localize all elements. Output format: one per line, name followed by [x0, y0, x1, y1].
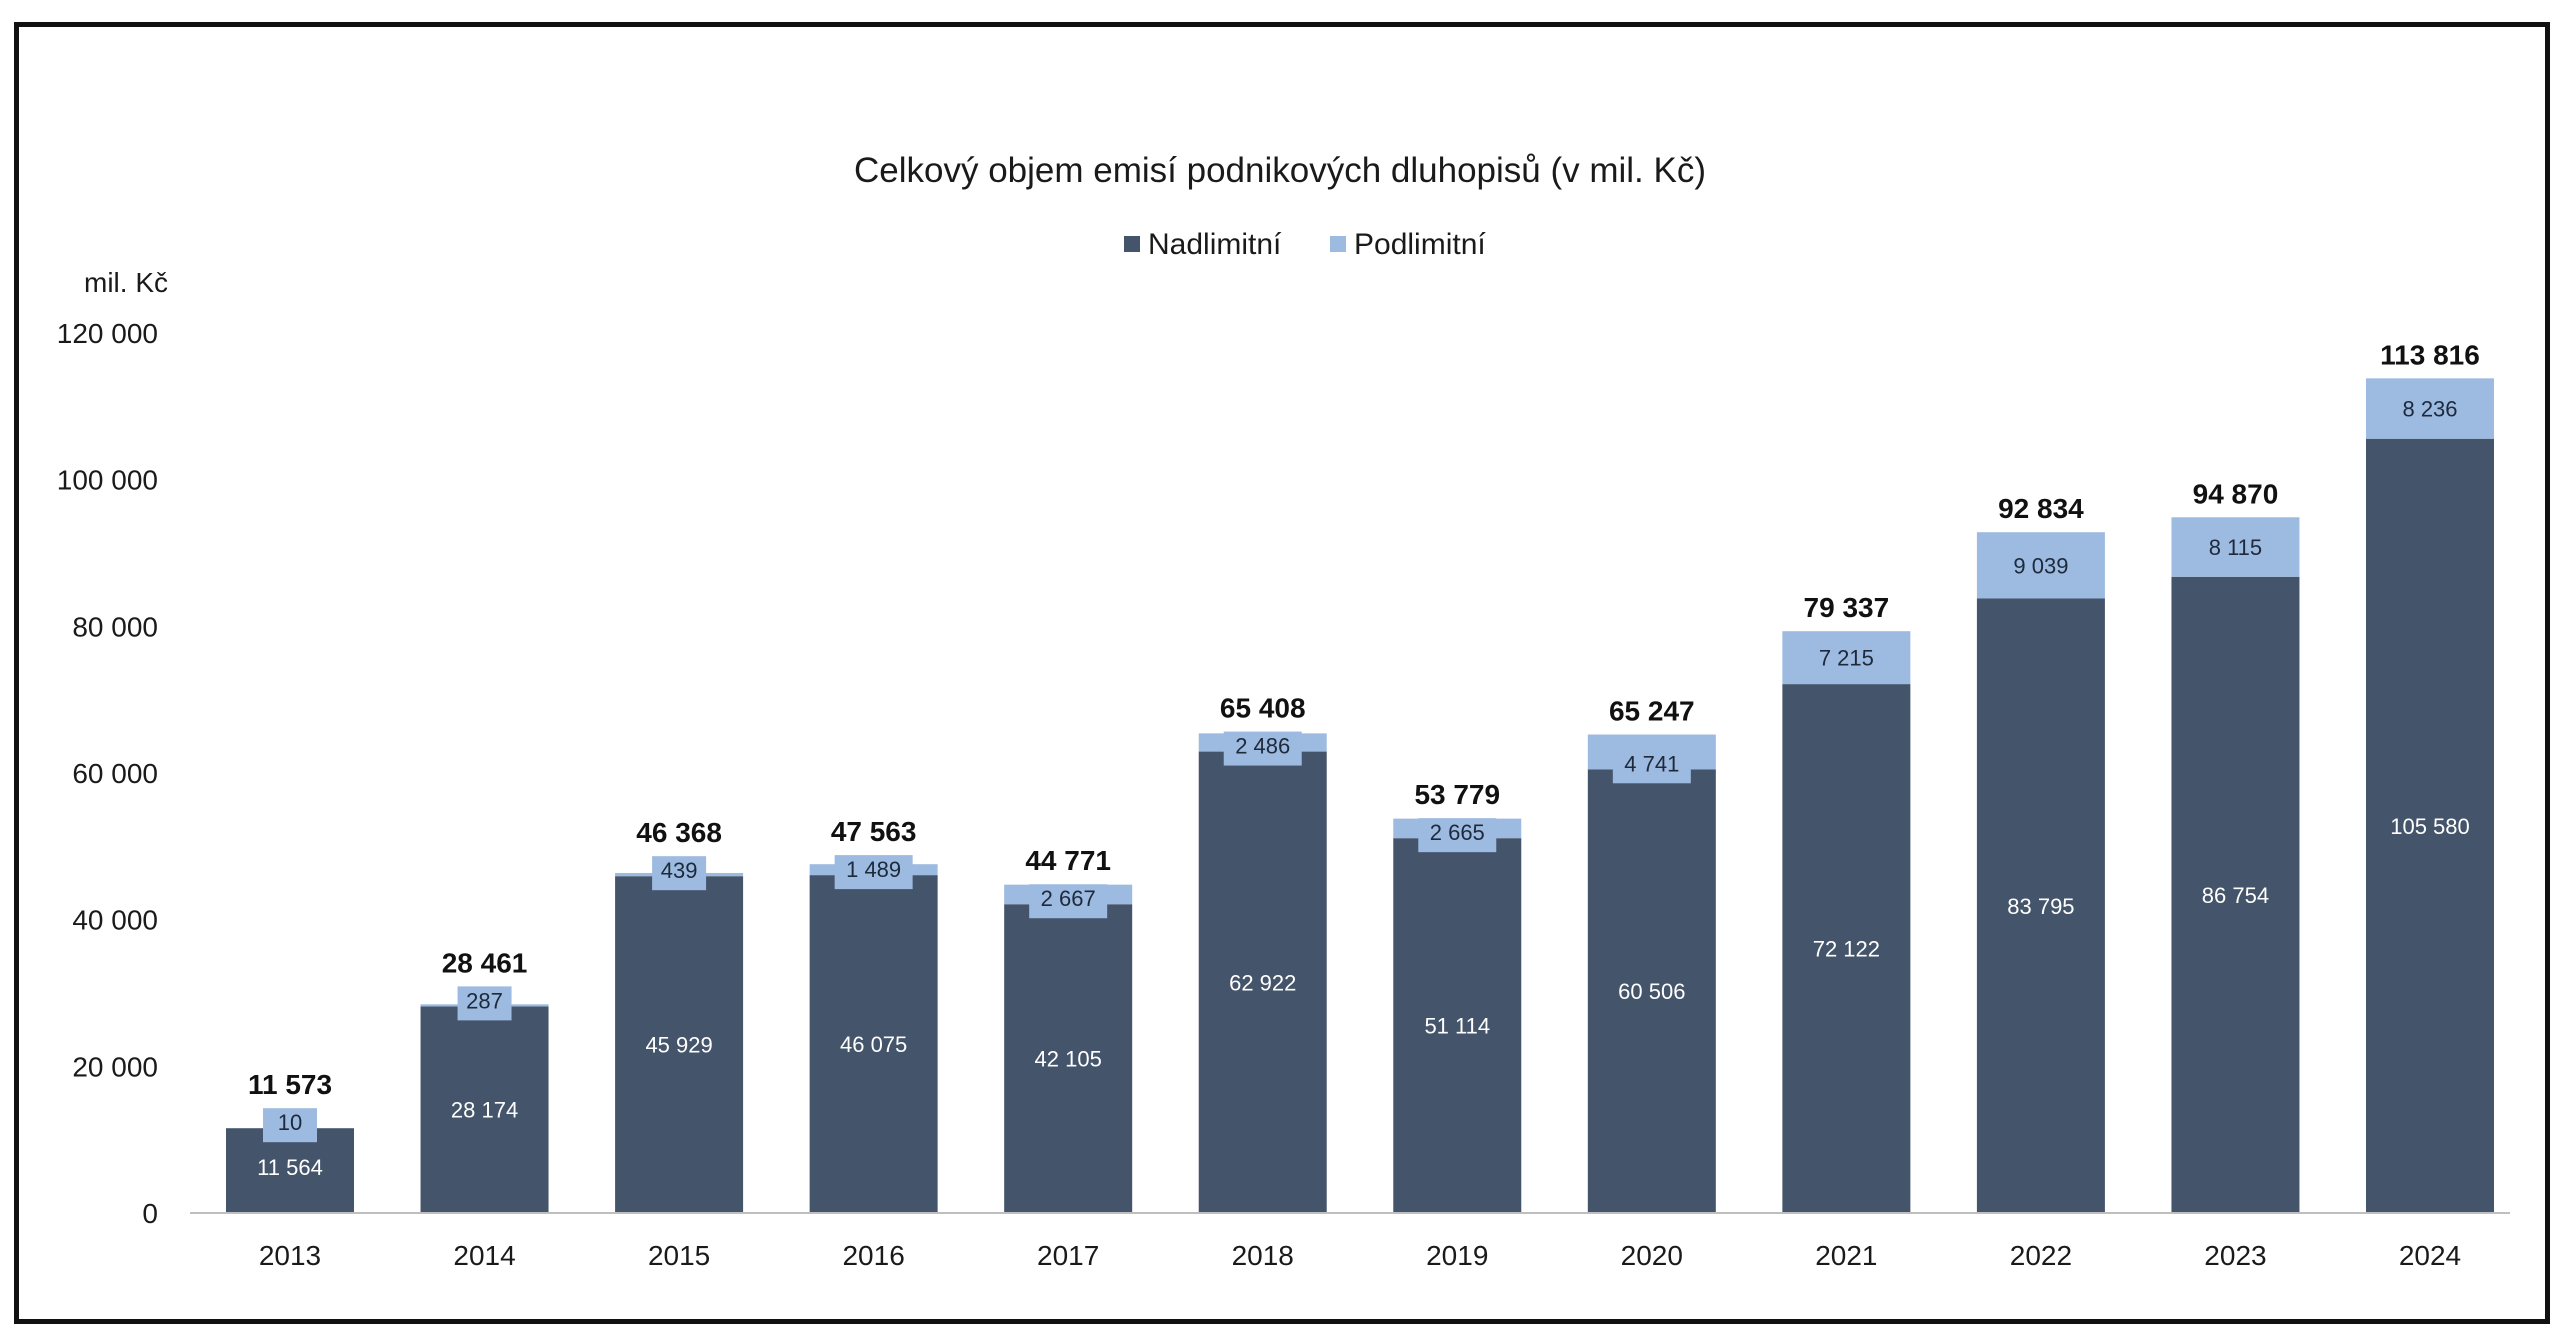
- data-label-nadlimitni: 28 174: [451, 1098, 518, 1123]
- data-label-nadlimitni: 45 929: [645, 1033, 712, 1058]
- bar-nadlimitni: [1198, 751, 1327, 1213]
- x-tick-label: 2023: [2204, 1240, 2266, 1271]
- x-tick-label: 2021: [1815, 1240, 1877, 1271]
- data-label-podlimitni: 2 486: [1235, 734, 1290, 759]
- data-label-podlimitni: 439: [661, 858, 698, 883]
- total-label: 53 779: [1414, 779, 1500, 810]
- total-label: 44 771: [1025, 845, 1111, 876]
- data-label-podlimitni: 10: [278, 1110, 302, 1135]
- data-label-box-podlimitni: [1612, 749, 1691, 784]
- legend-swatch-podlimitni: [1330, 236, 1346, 252]
- bar-nadlimitni: [226, 1128, 354, 1213]
- data-label-nadlimitni: 62 922: [1229, 970, 1296, 995]
- total-label: 92 834: [1998, 493, 2084, 524]
- total-label: 11 573: [248, 1069, 332, 1100]
- data-label-box-podlimitni: [834, 855, 913, 890]
- total-label: 65 247: [1609, 696, 1695, 727]
- x-tick-label: 2016: [842, 1240, 904, 1271]
- total-label: 79 337: [1804, 592, 1890, 623]
- legend-label-nadlimitni: Nadlimitní: [1148, 228, 1282, 261]
- y-tick-label: 0: [142, 1198, 158, 1229]
- y-tick-label: 60 000: [72, 758, 158, 789]
- legend-swatch-nadlimitni: [1124, 236, 1140, 252]
- data-label-podlimitni: 7 215: [1819, 646, 1874, 671]
- chart-title: Celkový objem emisí podnikových dluhopis…: [854, 151, 1706, 190]
- data-label-nadlimitni: 83 795: [2007, 894, 2074, 919]
- data-label-podlimitni: 2 667: [1041, 886, 1096, 911]
- x-tick-label: 2019: [1426, 1240, 1488, 1271]
- bar-nadlimitni: [615, 876, 744, 1213]
- legend: Nadlimitní Podlimitní: [1124, 228, 1486, 261]
- y-tick-label: 120 000: [57, 318, 158, 349]
- bar-nadlimitni: [1393, 838, 1522, 1213]
- data-label-box-podlimitni: [457, 986, 512, 1021]
- y-tick-label: 40 000: [72, 905, 158, 936]
- y-axis: 0 20 000 40 000 60 000 80 000 100 000 120 000: [57, 318, 158, 1229]
- data-label-nadlimitni: 11 564: [257, 1155, 323, 1180]
- x-tick-label: 2024: [2399, 1240, 2461, 1271]
- data-label-podlimitni: 8 236: [2402, 397, 2457, 422]
- bar-podlimitni: [1782, 631, 1911, 685]
- bars: 11 564 10 11 573 28 174 287 28 461 45 929 439 46…: [226, 339, 2494, 1213]
- x-tick-label: 2013: [259, 1240, 321, 1271]
- total-label: 28 461: [442, 947, 528, 978]
- x-tick-label: 2017: [1037, 1240, 1099, 1271]
- bar-nadlimitni: [1587, 769, 1716, 1213]
- y-tick-label: 20 000: [72, 1051, 158, 1082]
- bar-nadlimitni: [1976, 598, 2105, 1213]
- data-label-nadlimitni: 60 506: [1618, 979, 1685, 1004]
- bar-nadlimitni: [420, 1006, 549, 1213]
- total-label: 47 563: [831, 816, 917, 847]
- x-axis: 2013 2014 2015 2016 2017 2018 2019 2020 2021 2022…: [259, 1240, 2461, 1271]
- data-label-box-podlimitni: [1418, 818, 1497, 853]
- data-label-podlimitni: 287: [466, 988, 503, 1013]
- data-label-nadlimitni: 51 114: [1424, 1014, 1490, 1039]
- data-label-podlimitni: 8 115: [2209, 535, 2262, 560]
- data-label-box-podlimitni: [263, 1108, 317, 1143]
- legend-label-podlimitni: Podlimitní: [1354, 228, 1486, 261]
- bar-podlimitni: [2171, 517, 2300, 577]
- y-axis-unit-label: mil. Kč: [84, 267, 168, 298]
- data-label-podlimitni: 2 665: [1430, 820, 1485, 845]
- data-label-nadlimitni: 105 580: [2390, 814, 2470, 839]
- y-tick-label: 100 000: [57, 465, 158, 496]
- total-label: 94 870: [2193, 478, 2279, 509]
- data-label-podlimitni: 9 039: [2013, 553, 2068, 578]
- x-tick-label: 2022: [2010, 1240, 2072, 1271]
- x-tick-label: 2020: [1621, 1240, 1683, 1271]
- total-label: 46 368: [636, 817, 722, 848]
- y-tick-label: 80 000: [72, 611, 158, 642]
- data-label-box-podlimitni: [1223, 731, 1302, 766]
- bar-nadlimitni: [2366, 438, 2494, 1213]
- data-label-podlimitni: 4 741: [1624, 751, 1679, 776]
- data-label-nadlimitni: 72 122: [1813, 937, 1880, 962]
- bar-podlimitni: [2366, 378, 2494, 439]
- total-label: 113 816: [2380, 339, 2480, 370]
- total-label: 65 408: [1220, 693, 1306, 724]
- data-label-box-podlimitni: [652, 856, 707, 891]
- data-label-box-podlimitni: [1029, 884, 1108, 919]
- x-tick-label: 2015: [648, 1240, 710, 1271]
- data-label-nadlimitni: 46 075: [840, 1032, 907, 1057]
- data-label-podlimitni: 1 489: [846, 857, 901, 882]
- data-label-nadlimitni: 86 754: [2202, 883, 2269, 908]
- bar-nadlimitni: [1004, 904, 1133, 1213]
- x-tick-label: 2018: [1232, 1240, 1294, 1271]
- bar-nadlimitni: [1782, 684, 1911, 1213]
- x-tick-label: 2014: [453, 1240, 515, 1271]
- data-label-nadlimitni: 42 105: [1035, 1047, 1102, 1072]
- bar-podlimitni: [1976, 532, 2105, 599]
- bar-nadlimitni: [809, 875, 938, 1213]
- bar-nadlimitni: [2171, 576, 2300, 1213]
